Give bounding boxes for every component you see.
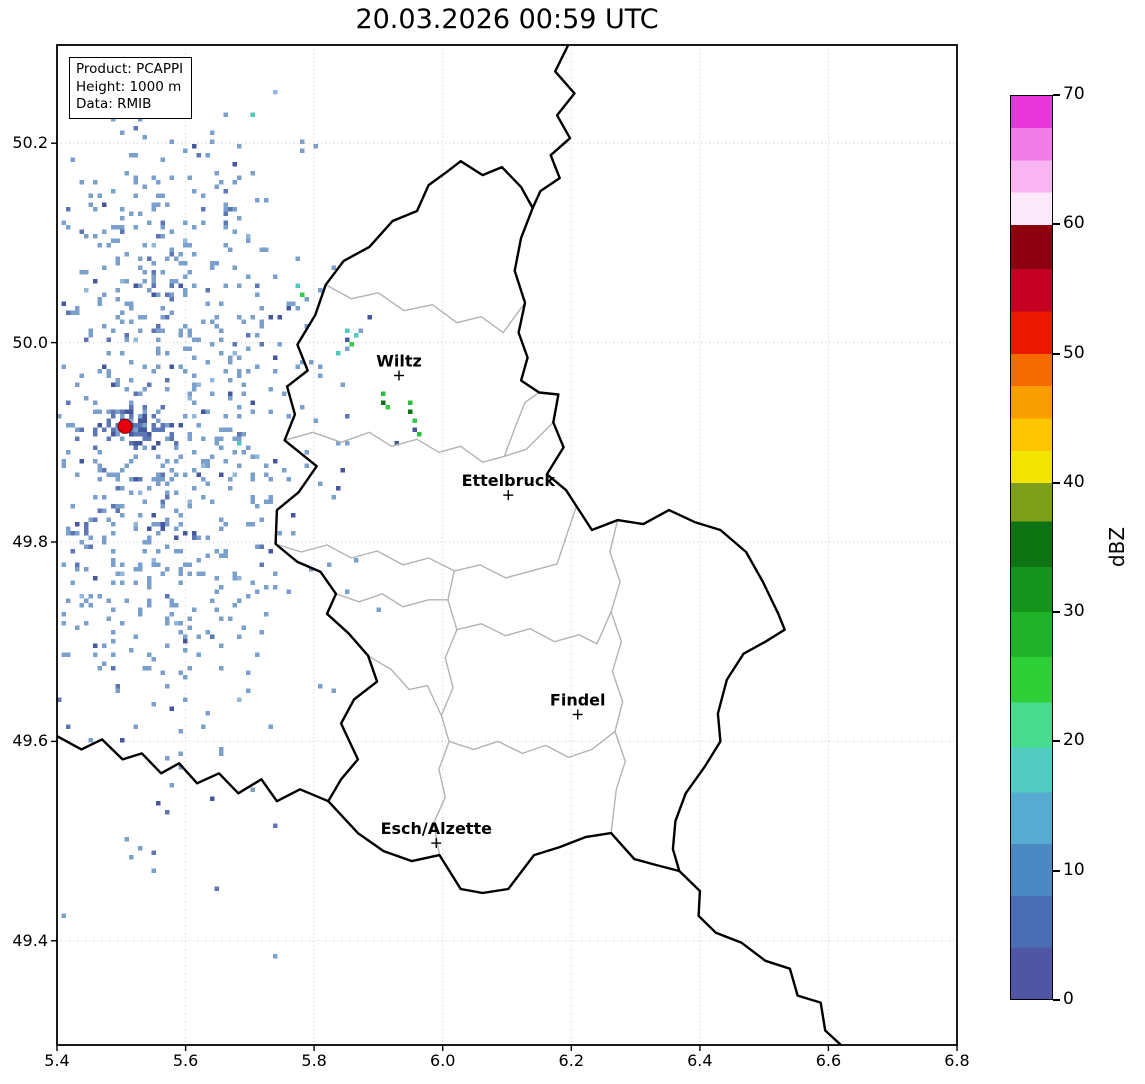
colorbar-tick-label: 40 — [1063, 471, 1085, 492]
colorbar-tick — [1053, 94, 1060, 96]
colorbar-tick-label: 70 — [1063, 84, 1085, 104]
colorbar-tick — [1053, 352, 1060, 355]
colorbar — [1010, 95, 1053, 1000]
x-tick-label: 6.4 — [687, 1051, 713, 1070]
colorbar-tick-label: 60 — [1063, 213, 1085, 234]
grid-lines — [56, 45, 958, 1045]
colorbar-unit-label: dBZ — [1105, 526, 1129, 568]
info-box: Product: PCAPPI Height: 1000 m Data: RMI… — [69, 57, 193, 119]
city-label: Findel — [550, 690, 606, 709]
colorbar-tick — [1053, 611, 1060, 614]
y-tick-label: 49.6 — [12, 731, 48, 751]
x-tick-label: 6.2 — [558, 1051, 584, 1070]
axis-ticks — [51, 142, 958, 1051]
x-tick-label: 5.4 — [44, 1051, 70, 1070]
regional-border — [325, 284, 526, 334]
radar-site-marker — [117, 418, 133, 434]
x-tick-label: 5.6 — [172, 1051, 199, 1070]
city-label: Ettelbruck — [462, 471, 556, 490]
plot-frame — [56, 44, 958, 1046]
city-marker — [431, 838, 442, 849]
info-height: Height: 1000 m — [76, 78, 182, 95]
x-tick-label: 6.8 — [944, 1051, 970, 1070]
regional-border — [456, 611, 612, 645]
y-tick-label: 50.2 — [12, 133, 48, 153]
info-product: Product: PCAPPI — [76, 61, 184, 77]
x-tick-label: 6.0 — [429, 1051, 456, 1070]
national-border — [531, 45, 576, 210]
country-border-luxembourg — [274, 160, 786, 895]
city-marker — [572, 709, 583, 720]
colorbar-tick — [1053, 481, 1060, 484]
colorbar-tick — [1053, 740, 1060, 743]
regional-border — [367, 655, 443, 717]
regional-border — [609, 519, 626, 834]
regional-border — [433, 570, 458, 856]
radar-echo-layer — [57, 90, 422, 959]
colorbar-tick-label: 0 — [1063, 989, 1074, 1009]
x-tick-label: 6.6 — [815, 1051, 842, 1070]
regional-border — [448, 730, 616, 759]
y-tick-label: 49.8 — [12, 532, 48, 551]
city-label: Esch/Alzette — [381, 819, 493, 838]
national-border — [678, 869, 843, 1045]
colorbar-tick — [1053, 869, 1060, 872]
national-border — [57, 734, 330, 803]
regional-border — [335, 593, 449, 608]
city-label: Wiltz — [376, 352, 422, 371]
colorbar-tick — [1053, 223, 1060, 226]
x-tick-label: 5.8 — [301, 1051, 327, 1070]
y-tick-label: 50.0 — [12, 332, 48, 352]
colorbar-tick-label: 20 — [1063, 730, 1085, 751]
regional-border — [274, 505, 578, 579]
city-marker — [503, 490, 514, 501]
colorbar-tick-label: 30 — [1063, 601, 1085, 622]
colorbar-tick-label: 50 — [1063, 342, 1085, 363]
figure-title: 20.03.2026 00:59 UTC — [355, 4, 659, 35]
regional-border — [283, 421, 554, 463]
y-tick-label: 49.4 — [12, 930, 48, 950]
city-marker — [394, 370, 404, 381]
colorbar-tick-label: 10 — [1063, 859, 1085, 880]
info-data-source: Data: RMIB — [76, 96, 152, 112]
colorbar-tick — [1053, 999, 1060, 1001]
regional-border — [503, 391, 540, 457]
